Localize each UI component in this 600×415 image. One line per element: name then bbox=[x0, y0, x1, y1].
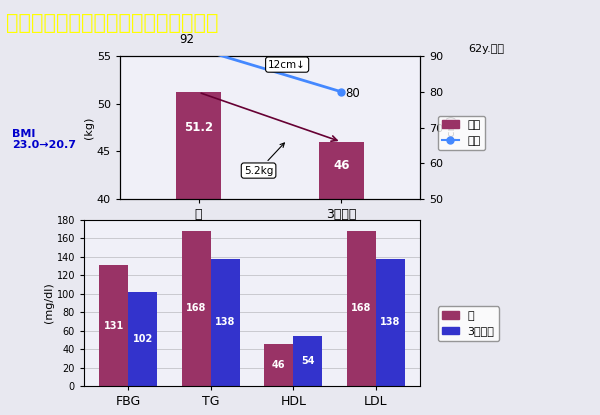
Text: 80: 80 bbox=[346, 87, 360, 100]
Legend: 前, 3ヶ月後: 前, 3ヶ月後 bbox=[437, 307, 499, 341]
Text: 131: 131 bbox=[104, 320, 124, 330]
Bar bbox=[182, 231, 211, 386]
Text: 12cm↓: 12cm↓ bbox=[268, 60, 306, 70]
Bar bbox=[265, 344, 293, 386]
Y-axis label: (mg/dl): (mg/dl) bbox=[44, 283, 53, 323]
Text: 168: 168 bbox=[186, 303, 206, 313]
Bar bbox=[176, 92, 221, 415]
Text: 138: 138 bbox=[215, 317, 235, 327]
Bar bbox=[293, 336, 322, 386]
Y-axis label: (cm): (cm) bbox=[446, 115, 456, 141]
Text: BMI
23.0→20.7: BMI 23.0→20.7 bbox=[12, 129, 76, 150]
Y-axis label: (kg): (kg) bbox=[84, 117, 94, 139]
Text: 102: 102 bbox=[133, 334, 153, 344]
Text: 46: 46 bbox=[272, 360, 286, 370]
Text: 5.2kg: 5.2kg bbox=[244, 143, 284, 176]
Text: 138: 138 bbox=[380, 317, 400, 327]
Text: 92: 92 bbox=[179, 34, 194, 46]
Text: 54: 54 bbox=[301, 356, 314, 366]
Text: 46: 46 bbox=[333, 159, 350, 172]
Legend: 体重, 腹囲: 体重, 腹囲 bbox=[437, 116, 485, 150]
Text: 62y.女性: 62y.女性 bbox=[468, 44, 504, 54]
Bar bbox=[99, 265, 128, 386]
Text: 51.2: 51.2 bbox=[184, 121, 213, 134]
Bar bbox=[211, 259, 239, 386]
Bar bbox=[319, 142, 364, 415]
Text: 外出時運転中の呼吸法と夕食の咀嚼法: 外出時運転中の呼吸法と夕食の咀嚼法 bbox=[6, 13, 218, 33]
Text: 168: 168 bbox=[351, 303, 371, 313]
Bar bbox=[128, 292, 157, 386]
Bar bbox=[347, 231, 376, 386]
Bar bbox=[376, 259, 405, 386]
